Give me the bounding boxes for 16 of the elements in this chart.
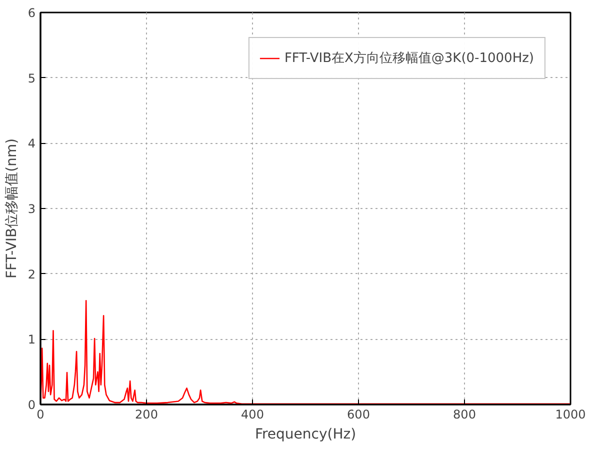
- y-tick-label: 4: [28, 136, 36, 151]
- y-tick-label: 2: [28, 267, 36, 282]
- x-tick-label: 600: [347, 408, 370, 422]
- y-tick-label: 1: [28, 332, 36, 347]
- x-tick-label: 0: [36, 408, 44, 422]
- y-tick-label: 6: [28, 6, 36, 20]
- x-axis-title: Frequency(Hz): [254, 426, 356, 442]
- y-tick-label: 3: [28, 202, 36, 216]
- y-tick-label: 5: [28, 71, 36, 86]
- legend-label: FFT-VIB在X方向位移幅值@3K(0-1000Hz): [284, 50, 534, 67]
- y-axis-title: FFT-VIB位移幅值(nm): [4, 138, 20, 279]
- x-tick-label: 800: [453, 408, 476, 422]
- x-tick-label: 200: [135, 408, 158, 422]
- x-tick-label: 1000: [555, 408, 586, 422]
- x-tick-label: 400: [241, 408, 264, 422]
- y-tick-label: 0: [28, 398, 36, 412]
